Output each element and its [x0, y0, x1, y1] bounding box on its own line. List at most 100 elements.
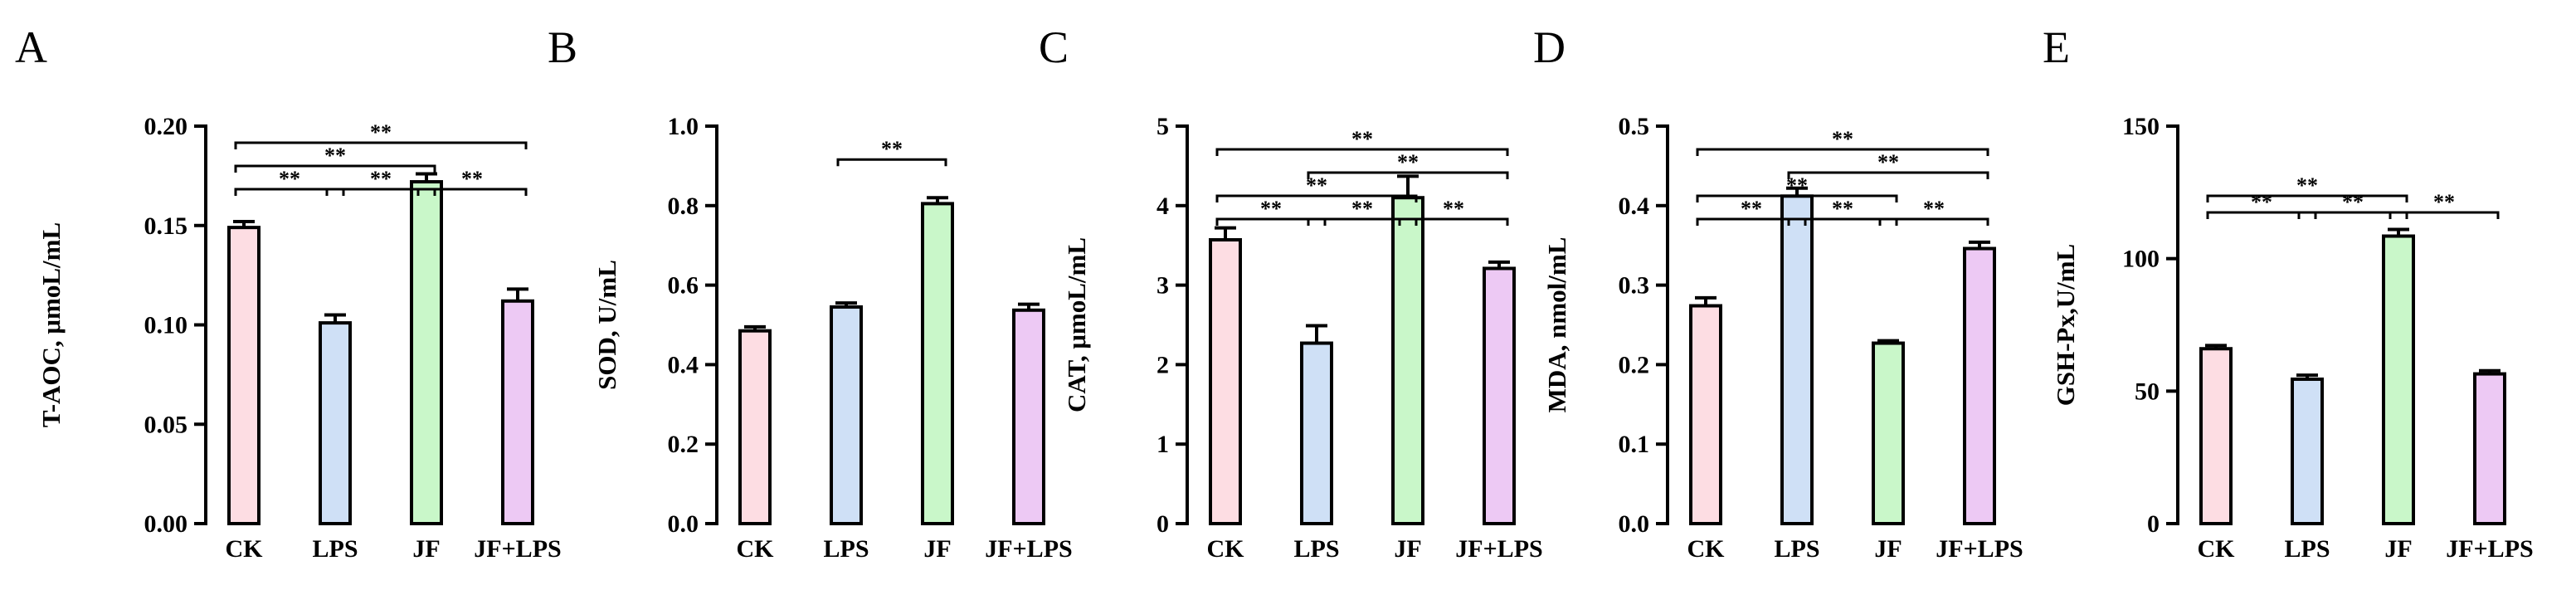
y-tick-label: 0.0	[1619, 510, 1650, 538]
significance-bracket	[1696, 217, 1807, 226]
y-tick-label: 150	[2122, 113, 2160, 140]
significance-bracket	[1787, 217, 1898, 226]
y-tick-label: 0.8	[668, 193, 699, 220]
significance-label: **	[1397, 150, 1419, 174]
bar	[2199, 347, 2233, 525]
significance-label: **	[370, 167, 392, 191]
y-tick-label: 2	[1157, 351, 1169, 378]
panel-b: B SOD, U/mL 0.0 0.2 0.4 0.6 0.8 1.0 CK LPS JF JF+…	[548, 22, 1073, 563]
y-tick-label: 0.4	[1619, 193, 1650, 220]
y-tick-label: 0.2	[1619, 351, 1650, 378]
significance-label: **	[1877, 150, 1899, 174]
significance-bracket	[1307, 171, 1509, 179]
y-axis-label-d: MDA, nmol/mL	[1542, 237, 1571, 413]
significance-label: **	[1351, 197, 1373, 221]
bar	[1689, 304, 1722, 525]
significance-label: **	[1351, 127, 1373, 151]
category-label: CK	[1687, 535, 1726, 563]
significance-label: **	[1741, 197, 1762, 221]
y-tick-label: 0.1	[1619, 431, 1650, 458]
bar	[2382, 234, 2415, 525]
y-tick-label: 50	[2135, 378, 2160, 405]
panel-letter-e: E	[2043, 22, 2070, 72]
significance-label: **	[2251, 190, 2272, 214]
category-label: LPS	[312, 535, 358, 563]
y-tick-label: 0	[1157, 510, 1169, 538]
y-tick-label: 0.2	[668, 431, 699, 458]
y-tick-label: 4	[1157, 193, 1169, 220]
category-label: JF	[412, 535, 440, 563]
y-tick-label: 3	[1157, 272, 1169, 300]
category-label: LPS	[823, 535, 869, 563]
y-tick-label: 0.4	[668, 351, 699, 378]
significance-bracket	[1398, 217, 1509, 226]
y-tick-label: 100	[2122, 246, 2160, 273]
significance-bracket	[1215, 148, 1509, 156]
category-label: CK	[2198, 535, 2236, 563]
category-label: JF	[923, 535, 951, 563]
y-axis-label-c: CAT, μmoL/mL	[1062, 237, 1091, 412]
category-label: JF+LPS	[985, 535, 1072, 563]
category-label: LPS	[1293, 535, 1339, 563]
y-tick-label: 5	[1157, 113, 1169, 140]
y-tick-label: 0.10	[144, 312, 188, 339]
significance-bracket	[416, 188, 528, 196]
category-label: JF+LPS	[1455, 535, 1542, 563]
significance-bracket	[2206, 211, 2317, 219]
category-label: JF	[2384, 535, 2412, 563]
significance-bracket	[234, 141, 528, 149]
significance-bracket	[1696, 194, 1898, 202]
panel-letter-d: D	[1533, 22, 1566, 72]
bar	[1872, 341, 1905, 525]
significance-bracket	[234, 164, 436, 173]
y-tick-label: 0.15	[144, 212, 188, 240]
bar	[738, 329, 772, 525]
significance-label: **	[1832, 127, 1853, 151]
panel-d: D MDA, nmol/mL 0.0 0.1 0.2 0.3 0.4 0.5 CK LPS JF…	[1533, 22, 2023, 563]
significance-label: **	[279, 167, 300, 191]
significance-bracket	[234, 188, 345, 196]
bar	[2473, 372, 2506, 525]
bar	[921, 202, 954, 525]
category-label: LPS	[1774, 535, 1819, 563]
significance-bracket	[1215, 194, 1418, 202]
significance-label: **	[1443, 197, 1464, 221]
significance-bracket	[325, 188, 436, 196]
y-tick-label: 0.05	[144, 411, 188, 438]
y-axis-label-e: GSH-Px,U/mL	[2051, 244, 2080, 406]
bar	[501, 299, 534, 525]
category-label: JF	[1394, 535, 1421, 563]
panel-c: C CAT, μmoL/mL 0 1 2 3 4 5 CK LPS JF JF+LPS ** ** **…	[1039, 22, 1543, 563]
bar	[1391, 196, 1424, 525]
significance-bracket	[1307, 217, 1418, 226]
bar	[1963, 246, 1996, 525]
y-tick-label: 1	[1157, 431, 1169, 458]
bar	[1300, 341, 1333, 525]
bar	[410, 180, 443, 525]
bar	[1012, 308, 1045, 525]
y-tick-label: 0.3	[1619, 272, 1650, 300]
significance-label: **	[2296, 173, 2318, 197]
significance-label: **	[1923, 197, 1945, 221]
significance-bracket	[1787, 171, 1989, 179]
panel-a: A T-AOC, μmoL/mL 0.00 0.05 0.10 0.15 0.20 CK L…	[15, 22, 562, 563]
panel-letter-b: B	[548, 22, 577, 72]
significance-label: **	[2342, 190, 2364, 214]
significance-bracket	[2206, 194, 2408, 202]
bar	[1209, 237, 1242, 525]
category-label: JF+LPS	[474, 535, 561, 563]
significance-bracket	[2389, 211, 2500, 219]
significance-label: **	[461, 167, 483, 191]
significance-label: **	[2433, 190, 2455, 214]
y-tick-label: 0.00	[144, 510, 188, 538]
significance-label: **	[1260, 197, 1282, 221]
panel-letter-a: A	[15, 22, 47, 72]
y-axis-label-a: T-AOC, μmoL/mL	[37, 222, 66, 427]
y-tick-label: 0.5	[1619, 113, 1650, 140]
category-label: CK	[737, 535, 775, 563]
category-label: JF+LPS	[1936, 535, 2023, 563]
significance-label: **	[1832, 197, 1853, 221]
category-label: JF	[1874, 535, 1902, 563]
significance-bracket	[2297, 211, 2408, 219]
